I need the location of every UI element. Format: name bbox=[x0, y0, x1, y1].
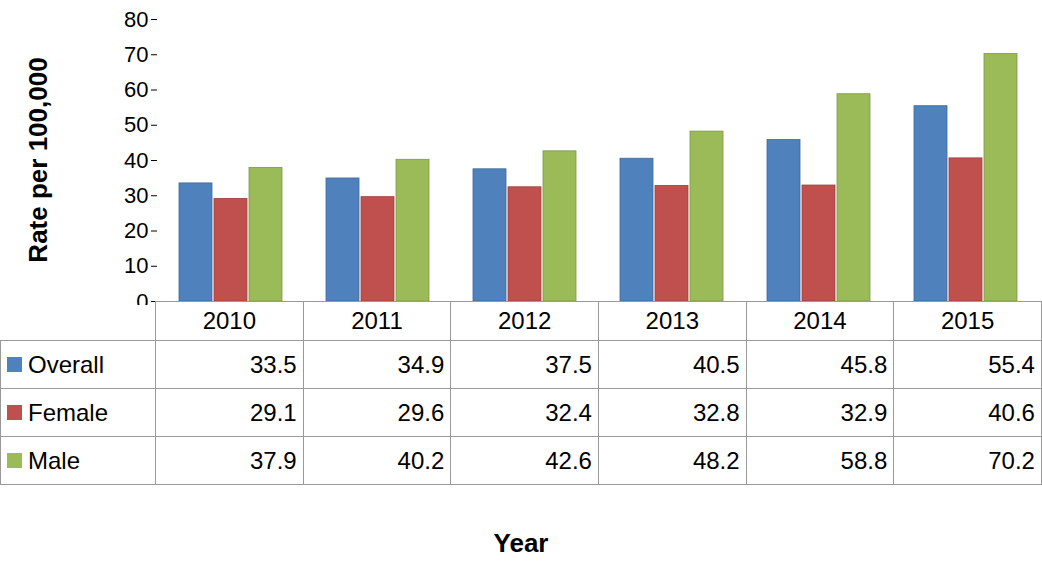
html-text:29.6: 29.6 bbox=[397, 398, 445, 426]
html-text:Year: Year bbox=[493, 528, 549, 558]
html-text:37.5: 37.5 bbox=[545, 350, 592, 378]
svg-text:0: 0 bbox=[136, 289, 148, 305]
svg-text:50: 50 bbox=[124, 112, 148, 137]
html-text:29.1: 29.1 bbox=[249, 398, 297, 426]
html-text:48.2: 48.2 bbox=[692, 446, 740, 474]
html-text:2014: 2014 bbox=[793, 307, 847, 334]
html-text:33.5: 33.5 bbox=[249, 350, 297, 378]
html-text:32.4: 32.4 bbox=[545, 398, 592, 426]
svg-text:30: 30 bbox=[124, 183, 148, 208]
html-text:45.8: 45.8 bbox=[840, 350, 888, 378]
html-text:40.2: 40.2 bbox=[397, 446, 445, 474]
svg-text:40: 40 bbox=[124, 148, 148, 173]
html-text:Rate per 100,000: Rate per 100,000 bbox=[22, 57, 53, 263]
html-text:2011: 2011 bbox=[351, 307, 403, 334]
html-text:32.9: 32.9 bbox=[840, 398, 888, 426]
html-text:Female: Female bbox=[28, 398, 108, 426]
html-text:40.5: 40.5 bbox=[692, 350, 740, 378]
svg-text:10: 10 bbox=[124, 253, 148, 278]
html-text:Male: Male bbox=[28, 446, 80, 474]
html-text:42.6: 42.6 bbox=[545, 446, 592, 474]
html-text:55.4: 55.4 bbox=[988, 350, 1035, 378]
html-text:40.6: 40.6 bbox=[988, 398, 1035, 426]
html-text:34.9: 34.9 bbox=[397, 350, 445, 378]
svg-text:60: 60 bbox=[124, 77, 148, 102]
html-text:2012: 2012 bbox=[497, 307, 552, 334]
html-text:2015: 2015 bbox=[940, 307, 995, 334]
html-text:37.9: 37.9 bbox=[249, 446, 297, 474]
html-text:2010: 2010 bbox=[202, 307, 256, 334]
html-text:58.8: 58.8 bbox=[840, 446, 888, 474]
svg-text:70: 70 bbox=[124, 42, 148, 67]
svg-text:20: 20 bbox=[124, 218, 148, 243]
svg-text:80: 80 bbox=[124, 7, 148, 32]
html-text:Overall: Overall bbox=[28, 350, 104, 378]
html-text:2013: 2013 bbox=[645, 307, 699, 334]
html-text:32.8: 32.8 bbox=[692, 398, 740, 426]
html-text:70.2: 70.2 bbox=[988, 446, 1035, 474]
